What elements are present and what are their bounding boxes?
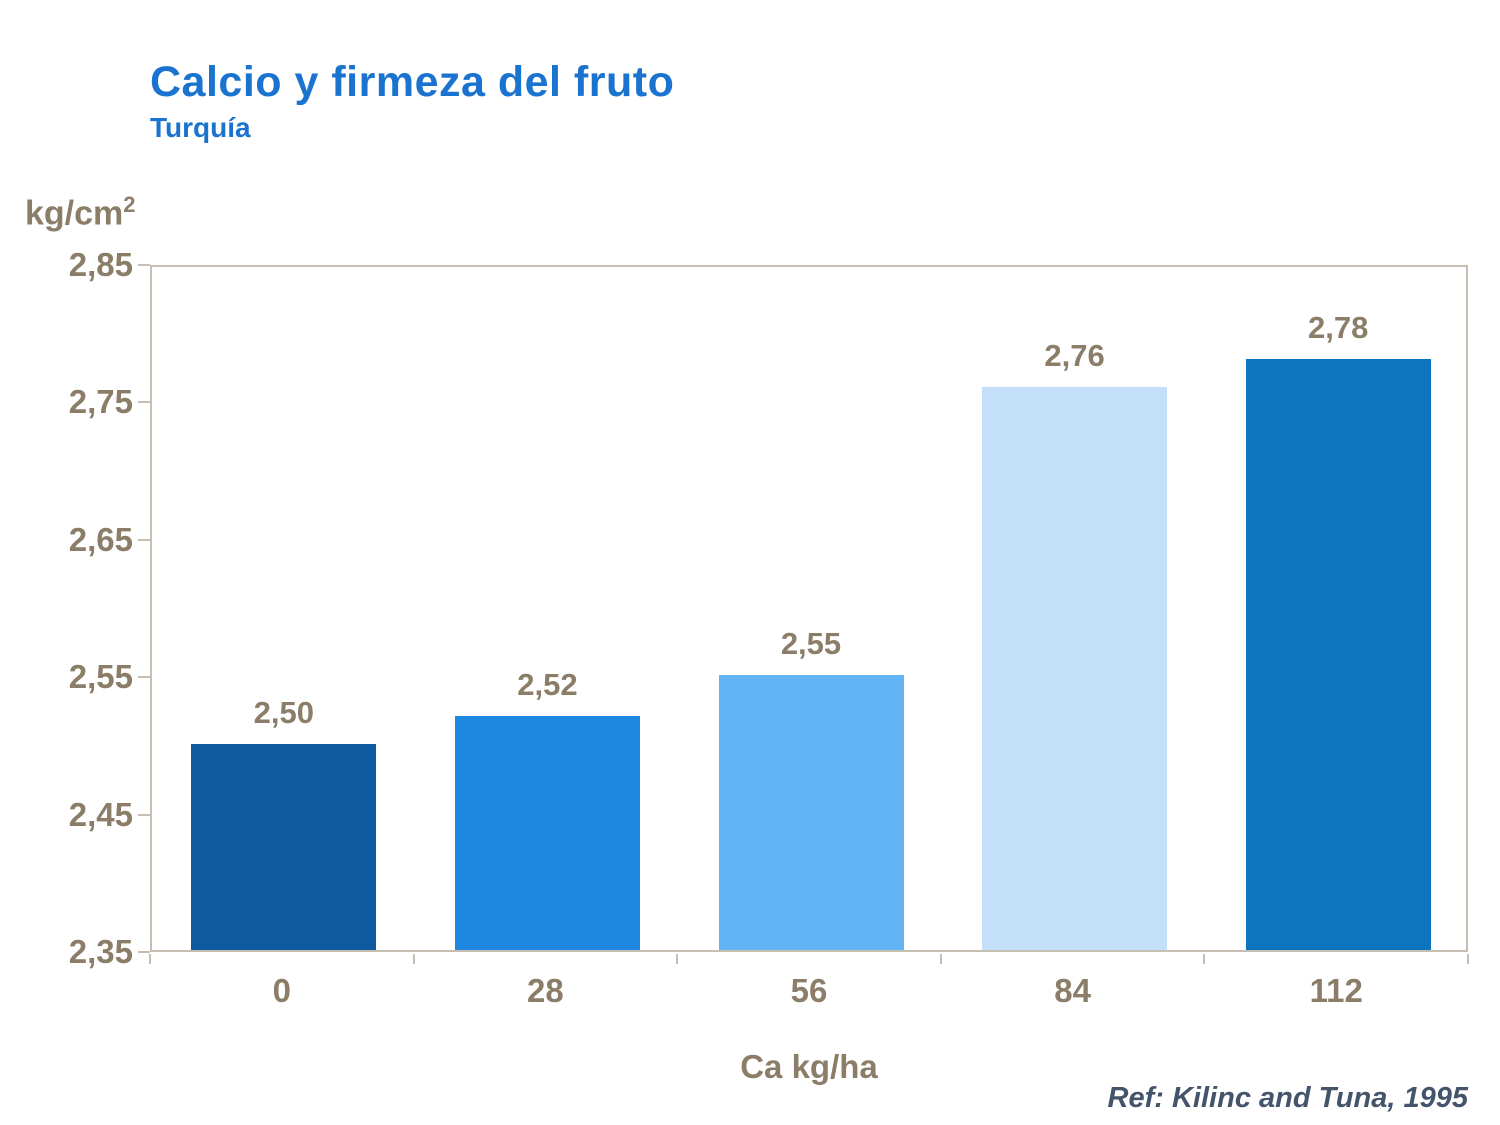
bar-112 [1245, 359, 1431, 950]
x-axis-title: Ca kg/ha [740, 1048, 878, 1085]
y-axis-tick [138, 401, 150, 404]
reference-citation: Ref: Kilinc and Tuna, 1995 [1107, 1082, 1468, 1114]
y-axis-tick [138, 676, 150, 679]
chart-subtitle: Turquía [150, 112, 251, 143]
bar-84 [982, 386, 1168, 950]
y-tick-label: 2,35 [68, 933, 133, 970]
x-axis-tick [676, 954, 679, 964]
x-tick-label: 56 [790, 972, 828, 1009]
x-axis-tick-labels: 0 28 56 84 112 [150, 972, 1468, 1016]
x-tick-label: 0 [272, 972, 291, 1009]
plot-area: 2,50 2,52 2,55 2,76 2,78 [150, 265, 1468, 952]
y-axis-tick [138, 813, 150, 816]
bar-28 [454, 716, 640, 950]
y-axis-tick [138, 264, 150, 266]
x-axis-tick [1467, 954, 1469, 964]
y-axis-unit-base: kg/cm [25, 194, 124, 233]
bar-0 [191, 743, 377, 950]
y-axis-tick-labels: 2,35 2,45 2,55 2,65 2,75 2,85 [0, 246, 133, 970]
bar-value-label: 2,55 [780, 626, 842, 662]
y-tick-label: 2,85 [68, 246, 133, 283]
x-tick-label: 84 [1054, 972, 1091, 1009]
y-tick-label: 2,65 [68, 520, 133, 558]
y-tick-label: 2,75 [68, 383, 133, 421]
x-tick-label: 112 [1309, 972, 1363, 1009]
bar-value-label: 2,50 [253, 694, 314, 730]
x-axis-tick [939, 954, 942, 964]
y-axis-tick [138, 538, 150, 541]
bar-value-label: 2,76 [1044, 337, 1105, 373]
y-tick-label: 2,45 [68, 795, 133, 833]
x-tick-label: 28 [527, 972, 564, 1009]
y-axis-unit-superscript: 2 [123, 192, 136, 217]
chart-title: Calcio y firmeza del fruto [150, 58, 675, 106]
bar-value-label: 2,52 [517, 667, 578, 703]
bar-value-label: 2,78 [1308, 310, 1369, 346]
bar-56 [718, 675, 904, 950]
x-axis-tick [412, 954, 415, 964]
x-axis-tick [1203, 954, 1206, 964]
x-axis-tick [149, 954, 151, 964]
y-axis-tick [138, 951, 150, 953]
y-axis-unit-label: kg/cm2 [25, 192, 136, 233]
y-tick-label: 2,55 [68, 658, 133, 696]
